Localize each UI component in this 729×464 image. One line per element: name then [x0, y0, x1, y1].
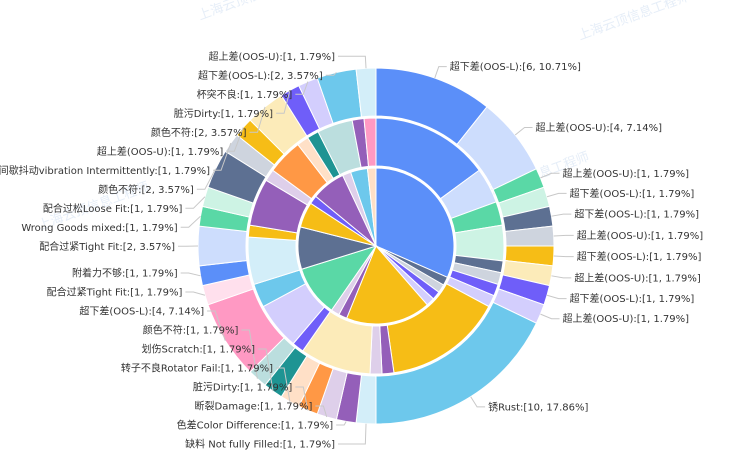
watermark-text-2: 上海云顶信息工程师 — [576, 0, 691, 44]
slice-label-31: 超上差(OOS-U):[1, 1.79%] — [209, 50, 336, 63]
slice-labels: 超下差(OOS-L):[6, 10.71%] 超上差(OOS-U):[4, 7.1… — [0, 50, 703, 451]
inner-slice-15[interactable] — [366, 167, 377, 247]
slice-label-1: 超上差(OOS-U):[4, 7.14%] — [536, 121, 663, 134]
inner-slice-5[interactable] — [345, 245, 428, 325]
slice-label-14: 脏污Dirty:[1, 1.79%] — [193, 381, 292, 394]
leader-line-10 — [470, 396, 486, 408]
leader-line-15 — [276, 367, 291, 402]
leader-line-2 — [540, 172, 560, 179]
leader-line-8 — [546, 294, 567, 300]
slice-label-5: 超上差(OOS-U):[1, 1.79%] — [577, 229, 704, 242]
leader-line-16 — [258, 348, 274, 392]
outer-slice-31[interactable] — [355, 67, 377, 118]
slice-label-10: 锈Rust:[10, 17.86%] — [488, 400, 588, 413]
slice-label-23: 配合过松Loose Fit:[1, 1.79%] — [43, 202, 183, 215]
leader-line-4 — [551, 213, 572, 217]
slice-label-22: Wrong Goods mixed:[1, 1.79%] — [21, 223, 177, 234]
outer-ring — [197, 67, 555, 425]
leader-line-19 — [185, 291, 206, 296]
leader-line-24 — [196, 168, 217, 190]
leader-line-22 — [180, 215, 201, 228]
leader-line-6 — [553, 255, 574, 258]
slice-label-28: 脏污Dirty:[1, 1.79%] — [174, 107, 273, 120]
slice-label-30: 超下差(OOS-L):[2, 3.57%] — [198, 69, 323, 82]
leader-line-31 — [338, 55, 367, 69]
slice-label-20: 附着力不够:[1, 1.79%] — [72, 267, 178, 280]
slice-label-3: 超下差(OOS-L):[1, 1.79%] — [570, 187, 695, 200]
leader-line-13 — [315, 405, 328, 418]
slice-label-6: 超下差(OOS-L):[1, 1.79%] — [577, 250, 702, 263]
leader-line-29 — [295, 81, 309, 95]
leader-line-25 — [213, 142, 232, 171]
slice-label-27: 颜色不符:[2, 3.57%] — [151, 126, 247, 139]
leader-line-30 — [325, 72, 337, 76]
slice-label-13: 断裂Damage:[1, 1.79%] — [195, 400, 313, 413]
leader-line-5 — [553, 234, 574, 237]
slice-label-15: 转子不良Rotator Fail:[1, 1.79%] — [121, 362, 273, 375]
slice-label-12: 色差Color Difference:[1, 1.79%] — [177, 419, 334, 432]
leader-line-12 — [336, 421, 347, 426]
middle-slice-24[interactable] — [363, 117, 377, 167]
slice-label-7: 超上差(OOS-U):[1, 1.79%] — [574, 271, 701, 284]
inner-slice-0[interactable] — [375, 167, 455, 278]
slice-label-8: 超下差(OOS-L):[1, 1.79%] — [570, 292, 695, 305]
slice-label-17: 颜色不符:[1, 1.79%] — [143, 324, 239, 337]
slice-label-29: 杯突不良:[1, 1.79%] — [197, 88, 293, 101]
leader-line-14 — [295, 386, 309, 411]
leader-line-9 — [540, 313, 560, 320]
leader-line-3 — [546, 192, 567, 198]
watermark-text-3: 上海云顶信息工程师 — [196, 0, 311, 24]
slice-label-4: 超下差(OOS-L):[1, 1.79%] — [574, 208, 699, 221]
slice-label-16: 划伤Scratch:[1, 1.79%] — [142, 343, 256, 356]
slice-label-0: 超下差(OOS-L):[6, 10.71%] — [450, 60, 581, 73]
middle-ring — [247, 117, 505, 375]
leader-line-0 — [434, 66, 447, 79]
leader-line-18 — [207, 310, 226, 341]
label-leader-lines — [178, 55, 574, 445]
leader-line-27 — [249, 106, 266, 133]
leader-line-20 — [180, 272, 201, 277]
slice-label-2: 超上差(OOS-U):[1, 1.79%] — [563, 167, 690, 180]
slice-label-18: 超下差(OOS-L):[4, 7.14%] — [79, 305, 204, 318]
leader-line-26 — [226, 127, 244, 152]
slice-label-11: 缺料 Not fully Filled:[1, 1.79%] — [185, 438, 335, 451]
slice-label-19: 配合过紧Tight Fit:[1, 1.79%] — [47, 286, 183, 299]
slice-label-9: 超上差(OOS-U):[1, 1.79%] — [563, 312, 690, 325]
slice-label-24: 颜色不符:[2, 3.57%] — [98, 183, 194, 196]
slice-label-26: 超上差(OOS-U):[1, 1.79%] — [97, 145, 224, 158]
leader-line-17 — [241, 329, 258, 379]
leader-line-23 — [185, 196, 206, 209]
leader-line-28 — [276, 90, 291, 114]
leader-line-11 — [338, 423, 367, 445]
leader-line-1 — [514, 127, 533, 136]
slice-label-21: 配合过紧Tight Fit:[2, 3.57%] — [39, 240, 175, 253]
inner-ring — [297, 167, 455, 325]
slice-label-25: 间歇抖动vibration Intermittently:[1, 1.79%] — [0, 164, 210, 177]
outer-slice-21[interactable] — [197, 225, 248, 267]
leader-line-7 — [551, 275, 572, 279]
